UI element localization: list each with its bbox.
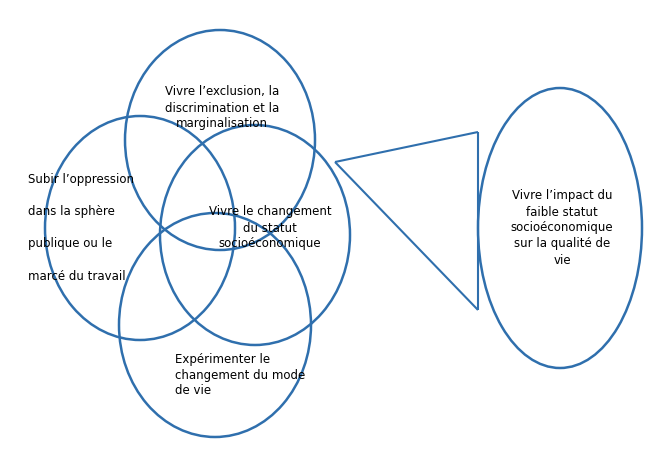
Text: Vivre l’impact du
faible statut
socioéconomique
sur la qualité de
vie: Vivre l’impact du faible statut socioéco… [510, 190, 613, 266]
Text: Subir l’oppression

dans la sphère

publique ou le

marcé du travail: Subir l’oppression dans la sphère publiq… [28, 173, 134, 283]
Text: Vivre l’exclusion, la
discrimination et la
marginalisation: Vivre l’exclusion, la discrimination et … [165, 86, 279, 131]
Text: Expérimenter le
changement du mode
de vie: Expérimenter le changement du mode de vi… [175, 352, 305, 398]
Text: Vivre le changement
du statut
socioéconomique: Vivre le changement du statut socioécono… [209, 206, 331, 250]
